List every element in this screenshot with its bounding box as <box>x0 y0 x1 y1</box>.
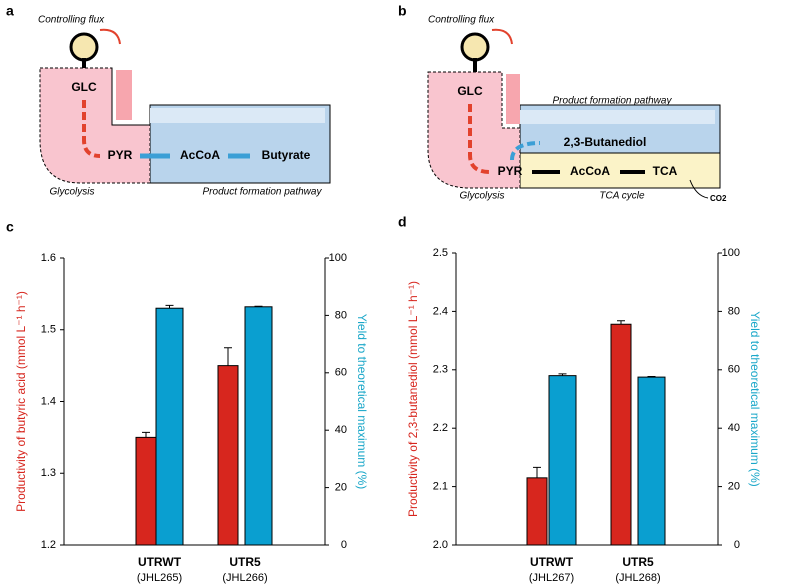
y-tick-label: 1.3 <box>41 467 56 479</box>
bar <box>637 376 666 546</box>
panel-label: c <box>6 219 14 235</box>
label: Butyrate <box>262 148 311 162</box>
label: AcCoA <box>570 164 610 178</box>
label: 2,3-Butanediol <box>564 135 647 149</box>
y2-tick-label: 80 <box>335 309 347 321</box>
y2-tick-label: 60 <box>335 367 347 379</box>
co2-arrow <box>689 179 709 199</box>
label: Product formation pathway <box>203 187 323 198</box>
diagram-a <box>39 28 331 184</box>
arrow <box>468 104 491 174</box>
y-tick-label: 1.6 <box>41 252 56 264</box>
label: Controlling flux <box>428 15 495 26</box>
y-tick-label: 2.5 <box>433 247 448 259</box>
bar <box>244 306 273 546</box>
y-axis-label: Productivity of butyric acid (mmol L⁻¹ h… <box>14 291 28 512</box>
error-bar <box>254 305 263 307</box>
x-sublabel: (JHL265) <box>137 572 182 584</box>
y-tick-label: 1.4 <box>41 395 56 407</box>
x-sublabel: (JHL268) <box>615 572 660 584</box>
y2-tick-label: 60 <box>728 364 740 376</box>
gauge <box>460 32 490 62</box>
y-tick-label: 2.4 <box>433 305 448 317</box>
y2-tick-label: 0 <box>734 539 740 551</box>
diagram-labels: a Controlling flux GLC PYR AcCoA Butyrat… <box>6 3 727 203</box>
label: TCA cycle <box>599 191 645 202</box>
error-bar <box>647 376 656 378</box>
error-bar <box>558 373 567 376</box>
label: PYR <box>108 148 133 162</box>
x-tick-label: UTR5 <box>229 555 261 569</box>
bar <box>217 365 239 546</box>
bar <box>135 436 157 546</box>
error-bar <box>165 304 174 309</box>
hatch <box>520 110 715 124</box>
bar <box>548 375 577 546</box>
y2-tick-label: 80 <box>728 305 740 317</box>
label: Controlling flux <box>38 15 105 26</box>
y2-tick-label: 20 <box>728 481 740 493</box>
bar <box>526 477 548 546</box>
y2-tick-label: 40 <box>728 422 740 434</box>
y-tick-label: 2.1 <box>433 481 448 493</box>
edge <box>111 68 150 126</box>
label: Product formation pathway <box>553 96 673 107</box>
label: GLC <box>71 80 97 94</box>
arrow <box>82 100 101 158</box>
error-bar <box>224 347 232 366</box>
y-tick-label: 1.5 <box>41 324 56 336</box>
panel-label: b <box>398 3 407 19</box>
y-tick-label: 1.2 <box>41 539 56 551</box>
panel-label: d <box>398 214 407 230</box>
glycolysis-region <box>427 71 521 189</box>
x-tick-label: UTRWT <box>530 555 574 569</box>
y2-axis-label: Yield to theoretical maximum (%) <box>748 311 762 487</box>
arrow <box>510 141 541 161</box>
y-tick-label: 2.0 <box>433 539 448 551</box>
x-sublabel: (JHL267) <box>529 572 574 584</box>
label: TCA <box>653 164 678 178</box>
panel-label: a <box>6 3 14 19</box>
y2-axis-label: Yield to theoretical maximum (%) <box>355 314 369 490</box>
y2-tick-label: 100 <box>722 247 740 259</box>
label: AcCoA <box>180 148 220 162</box>
channel <box>506 74 520 124</box>
y-tick-label: 2.2 <box>433 422 448 434</box>
y2-tick-label: 0 <box>341 539 347 551</box>
x-tick-label: UTR5 <box>622 555 654 569</box>
error-bar <box>533 466 541 478</box>
label: Glycolysis <box>49 187 94 198</box>
label: GLC <box>457 84 483 98</box>
label: CO2 <box>710 194 727 203</box>
glycolysis-region <box>39 67 151 184</box>
bar <box>155 307 184 546</box>
channel <box>116 70 132 120</box>
diagram-b <box>427 28 721 199</box>
error-bar <box>617 320 625 325</box>
x-tick-label: UTRWT <box>138 555 182 569</box>
flux-arrow <box>99 28 121 45</box>
y2-tick-label: 100 <box>329 252 347 264</box>
error-bar <box>142 431 150 438</box>
y2-tick-label: 20 <box>335 482 347 494</box>
x-sublabel: (JHL266) <box>222 572 267 584</box>
label: PYR <box>498 164 523 178</box>
y-tick-label: 2.3 <box>433 364 448 376</box>
gauge <box>69 32 99 62</box>
bar <box>610 323 632 546</box>
hatch <box>150 108 325 123</box>
y-axis-label: Productivity of 2,3-butanediol (mmol L⁻¹… <box>406 281 420 517</box>
y2-tick-label: 40 <box>335 424 347 436</box>
flux-arrow <box>491 28 513 45</box>
label: Glycolysis <box>459 191 504 202</box>
